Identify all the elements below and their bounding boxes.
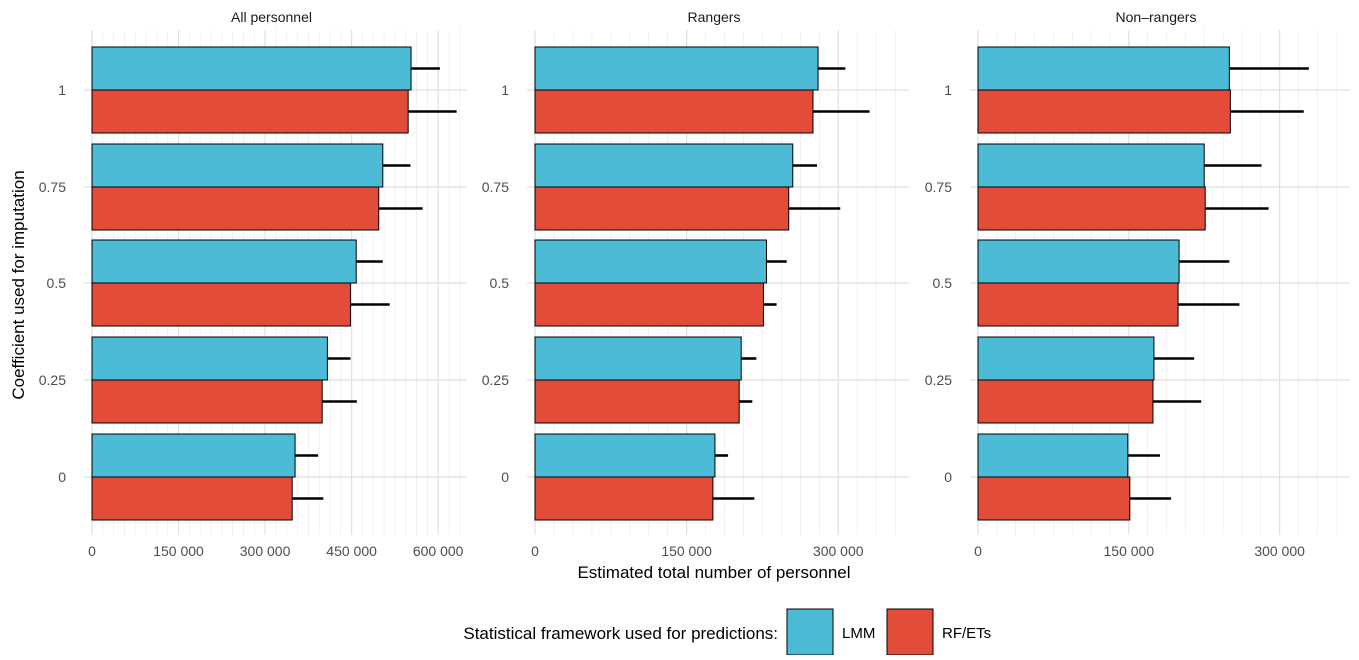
bar-lmm (977, 336, 1155, 381)
bar-lmm (91, 433, 296, 478)
legend-title: Statistical framework used for predictio… (463, 624, 778, 643)
y-tick-label: 0.75 (482, 179, 509, 195)
y-tick-label: 1 (944, 82, 952, 98)
bar-rfets (534, 186, 790, 231)
y-tick-label: 1 (58, 82, 66, 98)
y-axis-label: Coefficient used for imputation (9, 170, 28, 399)
bar-rfets (91, 282, 351, 327)
legend-swatch-rfets (886, 608, 934, 656)
y-tick-label: 0.75 (39, 179, 66, 195)
x-tick-label: 0 (974, 543, 982, 559)
panel-1: Rangers 0 150 000 300 000 0 0.25 0.5 0.75 1 (482, 9, 909, 559)
y-tick-label: 0.5 (490, 275, 510, 291)
bar-lmm (91, 239, 357, 284)
y-tick-label: 0.75 (925, 179, 952, 195)
x-tick-label: 300 000 (1254, 543, 1305, 559)
y-tick-label: 1 (501, 82, 509, 98)
bar-rfets (534, 89, 814, 134)
y-tick-label: 0.25 (39, 372, 66, 388)
bar-rfets (534, 476, 714, 521)
bar-lmm (91, 46, 412, 91)
x-tick-label: 0 (88, 543, 96, 559)
bar-lmm (534, 433, 716, 478)
x-tick-label: 150 000 (661, 543, 712, 559)
panel-title: All personnel (231, 9, 312, 25)
y-tick-label: 0.25 (925, 372, 952, 388)
y-tick-label: 0.5 (47, 275, 67, 291)
bar-lmm (534, 46, 819, 91)
x-tick-label: 450 000 (326, 543, 377, 559)
panel-title: Non–rangers (1116, 9, 1197, 25)
bar-lmm (977, 239, 1180, 284)
y-tick-label: 0.25 (482, 372, 509, 388)
bar-rfets (977, 282, 1179, 327)
bar-rfets (91, 379, 323, 424)
bar-lmm (977, 46, 1230, 91)
bar-rfets (977, 89, 1231, 134)
bar-rfets (534, 282, 764, 327)
bar-rfets (977, 476, 1131, 521)
y-tick-label: 0 (501, 469, 509, 485)
x-tick-label: 150 000 (1104, 543, 1155, 559)
panel-title: Rangers (688, 9, 741, 25)
legend-swatch-lmm (786, 608, 834, 656)
bar-lmm (534, 239, 767, 284)
bar-lmm (534, 336, 742, 381)
panel-0: All personnel 0 150 000 300 000 450 000 600 0… (39, 9, 467, 559)
x-tick-label: 150 000 (153, 543, 204, 559)
legend-label-lmm: LMM (842, 625, 875, 642)
bar-lmm (91, 143, 384, 188)
bar-lmm (977, 433, 1129, 478)
y-tick-label: 0 (944, 469, 952, 485)
x-tick-label: 300 000 (813, 543, 864, 559)
x-tick-label: 300 000 (240, 543, 291, 559)
bar-rfets (977, 186, 1206, 231)
y-tick-label: 0 (58, 469, 66, 485)
x-tick-label: 0 (531, 543, 539, 559)
bar-rfets (91, 476, 293, 521)
bar-rfets (91, 89, 409, 134)
x-tick-label: 600 000 (413, 543, 464, 559)
bar-lmm (977, 143, 1205, 188)
legend: Statistical framework used for predictio… (463, 608, 991, 656)
legend-label-rfets: RF/ETs (942, 625, 991, 642)
bar-rfets (534, 379, 740, 424)
bar-lmm (91, 336, 328, 381)
bar-lmm (534, 143, 794, 188)
bar-rfets (977, 379, 1154, 424)
y-tick-label: 0.5 (933, 275, 953, 291)
panel-2: Non–rangers 0 150 000 300 000 0 0.25 0.5 0.75 1 (925, 9, 1350, 559)
x-axis-label: Estimated total number of personnel (577, 563, 850, 582)
bar-rfets (91, 186, 380, 231)
